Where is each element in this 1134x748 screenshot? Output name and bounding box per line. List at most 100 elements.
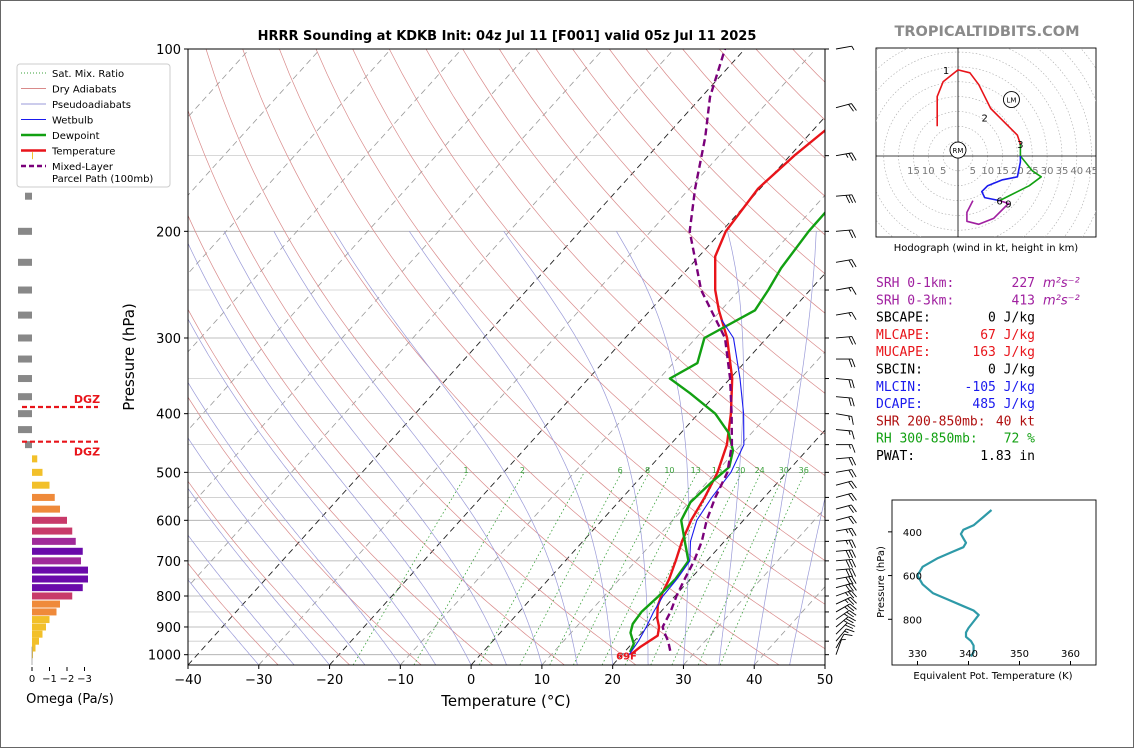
stat-label: DCAPE: [876,397,923,412]
theta-e-y-tick-label: 800 [903,615,922,626]
barb-full [845,195,851,204]
omega-bar [32,505,60,513]
hodograph-caption: Hodograph (wind in kt, height in km) [894,243,1079,254]
wind-barb [835,639,846,655]
barb-staff [835,633,845,649]
moist-adiabat [188,534,295,665]
barb-staff [835,413,852,417]
isotherm-line [188,49,392,275]
hodograph-ring-label: 40 [1070,166,1083,177]
barb-full [848,457,854,466]
wind-barb [835,429,855,440]
x-tick-label: −40 [174,673,201,688]
wind-barb [836,444,856,453]
legend-label: Wetbulb [52,116,93,127]
stat-label: MLCIN: [876,380,923,395]
stat-label: SRH 0-1km: [876,276,954,291]
hodograph-height-label: 9 [1005,200,1011,211]
barb-full [848,493,854,502]
barb-full [851,287,857,295]
stat-label: SRH 0-3km: [876,293,954,308]
barb-full [851,480,857,489]
mixing-ratio-label: 2 [520,466,525,475]
barb-full [845,550,851,559]
omega-tick-label: −3 [77,674,92,685]
barb-full [848,559,854,568]
dewpoint-line [628,211,825,653]
theta-e-x-tick-label: 340 [959,649,978,660]
barb-full [851,229,857,238]
y-tick-label: 1000 [148,649,181,664]
barb-full [845,624,854,629]
omega-bar [32,566,88,574]
stat-value: 1.83 in [980,449,1035,464]
storm-motion-marker [1003,91,1020,109]
omega-bar [32,575,88,583]
omega-bar [32,557,81,565]
barb-full [851,103,857,111]
chart-title: HRRR Sounding at KDKB Init: 04z Jul 11 [… [258,29,757,44]
mixing-ratio-line [352,472,469,665]
x-tick-label: −10 [387,673,414,688]
barb-full [845,569,851,578]
barb-half [848,430,851,435]
stat-value: 413 [1012,293,1035,308]
barb-staff [835,639,842,655]
stat-value: 0 J/kg [988,363,1035,378]
barb-full [851,397,855,407]
wind-barb [835,622,856,635]
stat-unit: m²s⁻² [1043,293,1080,308]
wind-barb [835,229,857,239]
hodograph-ring-label: 15 [907,166,920,177]
stat-value: 0 J/kg [988,311,1035,326]
barb-full [847,591,855,599]
legend-label: Parcel Path (100mb) [52,174,153,185]
x-tick-label: 0 [467,673,475,688]
mixing-ratio-line [478,472,585,665]
legend-label: Dry Adiabats [52,85,116,96]
mixing-ratio-line [573,472,672,665]
barb-staff [835,45,852,50]
barb-full [845,584,851,593]
omega-bar [32,481,50,489]
isotherm-line [329,116,825,665]
barb-full [851,515,857,524]
legend-label: Mixed-Layer [52,162,114,173]
y-tick-label: 100 [156,43,181,58]
barb-full [851,416,854,425]
wind-barb [835,527,857,537]
barb-full [848,336,854,345]
omega-bar [18,258,32,266]
mixing-ratio-label: 6 [618,466,623,475]
barb-full [851,576,857,584]
barb-staff [835,596,851,605]
legend-label: Temperature [51,147,115,158]
omega-panel: DGZ DGZ 0 −1 −2 −3 [18,152,100,685]
y-tick-label: 900 [156,621,181,636]
barb-half [841,639,846,641]
barb-full [851,336,857,345]
barb-full [851,549,857,558]
omega-bar [18,227,32,235]
omega-bar [32,493,55,501]
wind-barb [835,492,857,502]
stat-label: SBCIN: [876,363,923,378]
x-tick-label: 50 [817,673,834,688]
parcel-path-line [661,49,734,651]
barb-staff [835,429,852,432]
wind-barb [835,286,857,295]
barb-full [845,618,854,624]
omega-bar [32,584,83,592]
barb-staff [835,590,852,597]
moist-adiabat [223,231,507,665]
wind-barb [835,633,853,649]
x-tick-label: −20 [316,673,343,688]
barb-full [851,504,857,513]
hodograph-ring-label: 45 [1085,166,1098,177]
barb-full [846,628,855,633]
y-tick-label: 300 [156,332,181,347]
x-tick-label: 30 [675,673,692,688]
watermark: TROPICALTIDBITS.COM [894,24,1079,40]
moist-adiabat [188,242,472,665]
barb-full [847,598,855,605]
